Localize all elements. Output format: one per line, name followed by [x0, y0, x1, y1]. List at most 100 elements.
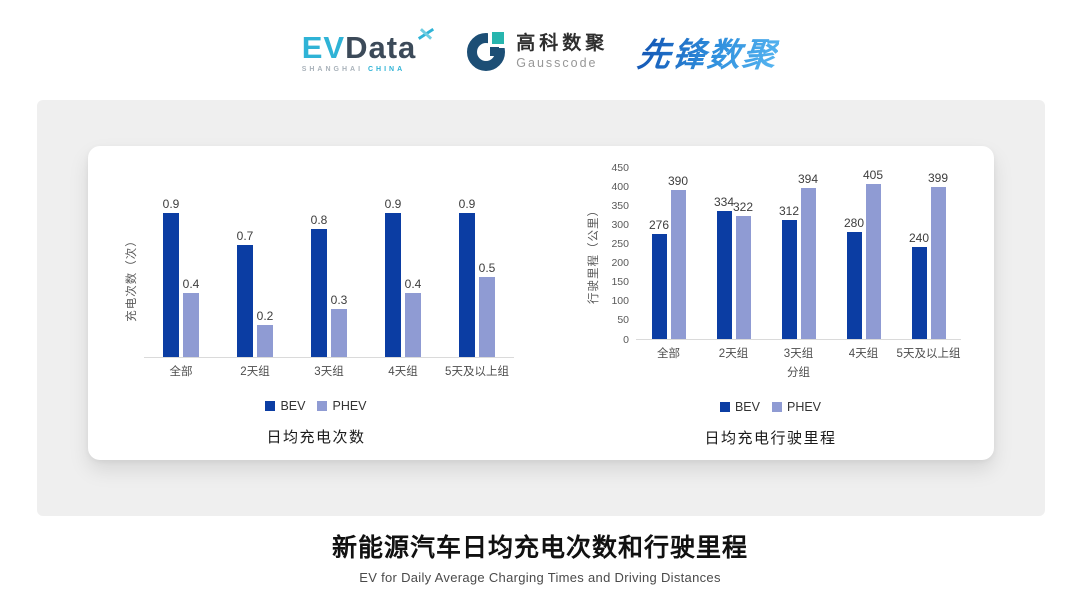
value-label: 312 [778, 203, 800, 218]
y-tick-label: 250 [611, 237, 629, 250]
gausscode-teal-square [492, 32, 505, 44]
bar-phev [479, 277, 495, 357]
value-label: 394 [797, 172, 819, 187]
bar-bev [311, 229, 327, 357]
category-label: 3天组 [783, 348, 814, 360]
value-label: 0.4 [404, 277, 422, 291]
plot-area: 0.9 0.4 0.7 0.2 0.8 0.3 0.9 0.4 0.9 0.5 [144, 198, 514, 358]
bar-bev [911, 247, 927, 339]
value-label: 0.8 [310, 213, 328, 227]
category-label: 全部 [657, 348, 680, 360]
bar-wrap: 0.9 [385, 198, 401, 357]
bar-wrap: 0.9 [459, 198, 475, 357]
legend-swatch [317, 401, 328, 411]
chart-daily-driving-distance: 行驶里程（公里） 0 50 100 150 200 250 300 350 400 450 276 39… [580, 162, 961, 448]
bar-bev [846, 231, 862, 339]
y-axis-label: 行驶里程（公里） [580, 168, 606, 340]
chart-daily-charging-times: 充电次数（次） 0.9 0.4 0.7 0.2 0.8 0.3 0.9 0.4 0.9 0.5 全部 2… [118, 198, 514, 447]
chart-card: 充电次数（次） 0.9 0.4 0.7 0.2 0.8 0.3 0.9 0.4 0.9 0.5 全部 2… [88, 146, 994, 460]
category-label: 4天组 [388, 366, 418, 378]
y-tick-label: 200 [611, 257, 629, 270]
category-label: 5天及以上组 [445, 366, 509, 378]
pioneer-logo: 先锋数聚 [635, 28, 781, 76]
gausscode-g-icon [465, 31, 508, 73]
evdata-ev-text: EV [301, 29, 346, 65]
legend-swatch [771, 402, 782, 412]
bar-bev [385, 213, 401, 357]
bar-group: 0.8 0.3 [292, 198, 366, 357]
value-label: 0.3 [330, 293, 348, 307]
category-row: 全部 2天组 3天组 4天组 5天及以上组 [636, 340, 961, 361]
chart-panel: 充电次数（次） 0.9 0.4 0.7 0.2 0.8 0.3 0.9 0.4 0.9 0.5 全部 2… [37, 100, 1045, 516]
gausscode-cn-text: 高科数聚 [516, 33, 609, 55]
legend-label: BEV [280, 399, 306, 413]
page-title: 新能源汽车日均充电次数和行驶里程 [331, 534, 748, 562]
gausscode-blue-square [490, 47, 500, 56]
bar-wrap: 399 [927, 170, 949, 339]
value-label: 0.4 [182, 277, 200, 291]
legend-item-phev: PHEV [771, 400, 821, 414]
bar-phev [405, 293, 421, 357]
footer: 新能源汽车日均充电次数和行驶里程 EV for Daily Average Ch… [0, 528, 1080, 585]
bar-group: 276 390 [636, 168, 701, 339]
plot-area: 276 390 334 322 312 394 280 405 240 399 [636, 168, 961, 340]
category-label: 2天组 [718, 348, 749, 360]
y-axis-label-text: 充电次数（次） [126, 234, 138, 322]
x-axis-label: 分组 [787, 367, 810, 379]
bar-wrap: 394 [797, 172, 819, 339]
bar-wrap: 0.3 [331, 294, 347, 357]
bar-phev [735, 215, 751, 339]
legend-item-phev: PHEV [317, 399, 367, 413]
value-label: 399 [927, 170, 949, 185]
bar-bev [459, 213, 475, 357]
bar-bev [716, 211, 732, 339]
plot-row: 充电次数（次） 0.9 0.4 0.7 0.2 0.8 0.3 0.9 0.4 0.9 0.5 全部 2… [118, 198, 514, 379]
category-label: 全部 [169, 366, 193, 378]
plot-column: 276 390 334 322 312 394 280 405 240 399 全部 2天组 3天组 4天… [636, 168, 961, 380]
value-label: 240 [908, 231, 930, 246]
bar-group: 0.9 0.4 [366, 198, 440, 357]
bar-wrap: 0.4 [183, 278, 199, 357]
legend-label: PHEV [332, 399, 367, 413]
gausscode-en-text: Gausscode [516, 55, 598, 70]
category-label: 4天组 [848, 348, 879, 360]
sparkle-icon [418, 27, 435, 40]
bar-bev [781, 219, 797, 339]
header-logos: EV Data SHANGHAI CHINA 高科数聚 Gausscode [0, 0, 1080, 96]
value-label: 0.2 [256, 309, 274, 323]
value-label: 0.9 [162, 197, 180, 211]
legend-item-bev: BEV [265, 399, 305, 413]
legend-swatch [265, 401, 276, 411]
bar-wrap: 0.2 [257, 310, 273, 357]
bar-group: 0.9 0.4 [144, 198, 218, 357]
y-tick-label: 0 [623, 333, 629, 346]
evdata-wordmark: EV Data [301, 27, 436, 65]
bar-group: 334 322 [701, 168, 766, 339]
y-tick-label: 50 [617, 314, 629, 327]
y-tick-label: 150 [611, 276, 629, 289]
bar-wrap: 405 [863, 169, 883, 339]
y-tick-label: 450 [611, 161, 629, 174]
plot-column: 0.9 0.4 0.7 0.2 0.8 0.3 0.9 0.4 0.9 0.5 全部 2天组 3天组 4天… [144, 198, 514, 379]
bar-group: 312 394 [766, 168, 831, 339]
bar-group: 0.9 0.5 [440, 198, 514, 357]
y-axis-label-text: 行驶里程（公里） [588, 204, 600, 304]
bar-wrap: 280 [843, 215, 865, 339]
bar-wrap: 390 [668, 175, 688, 339]
bar-group: 280 405 [831, 168, 896, 339]
bar-wrap: 0.7 [237, 230, 253, 357]
value-label: 322 [732, 199, 754, 214]
value-label: 0.9 [458, 197, 476, 211]
y-axis-ticks: 0 50 100 150 200 250 300 350 400 450 [606, 162, 636, 344]
legend-item-bev: BEV [719, 400, 760, 414]
evdata-subtitle: SHANGHAI CHINA [302, 66, 405, 73]
bar-group: 0.7 0.2 [218, 198, 292, 357]
page-subtitle: EV for Daily Average Charging Times and … [359, 570, 721, 585]
y-tick-label: 400 [611, 180, 629, 193]
bar-phev [930, 186, 946, 339]
bar-bev [163, 213, 179, 357]
value-label: 280 [843, 215, 865, 230]
evdata-logo: EV Data SHANGHAI CHINA [301, 27, 436, 73]
value-label: 276 [648, 217, 670, 232]
